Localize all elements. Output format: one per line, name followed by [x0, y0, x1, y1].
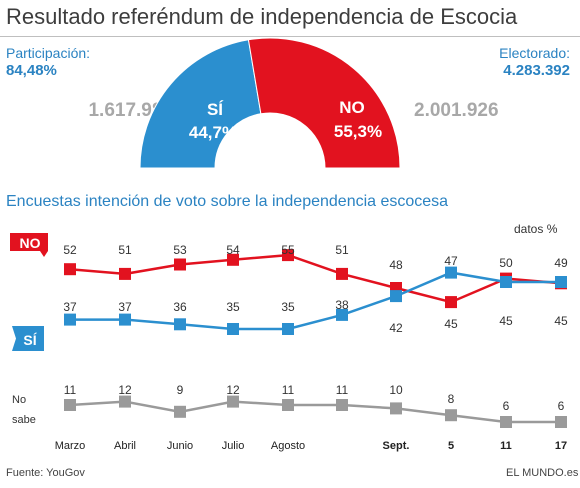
electorate-value: 4.283.392: [503, 62, 570, 79]
data-label-si: 38: [335, 298, 349, 312]
data-point-no-sabe: [174, 405, 186, 418]
data-label-si: 35: [226, 300, 240, 314]
data-point-si: [445, 266, 457, 279]
data-point-no-sabe: [64, 399, 76, 411]
x-tick-label: Marzo: [55, 440, 86, 452]
x-tick-label: Abril: [114, 440, 136, 452]
data-point-si: [500, 276, 512, 288]
data-label-si: 42: [389, 321, 403, 335]
data-point-no: [174, 258, 186, 271]
data-label-no: 53: [173, 243, 187, 257]
page-title: Resultado referéndum de independencia de…: [6, 4, 518, 29]
data-point-si: [227, 323, 239, 335]
data-label-no-sabe: 11: [336, 383, 349, 397]
data-label-no: 51: [335, 243, 349, 257]
data-label-no: 49: [554, 256, 568, 270]
units-label: datos %: [514, 222, 558, 236]
data-point-no-sabe: [500, 416, 512, 428]
data-label-no-sabe: 11: [282, 383, 295, 397]
electorate-label: Electorado:: [499, 45, 570, 61]
data-point-no-sabe: [227, 395, 239, 408]
data-point-si: [282, 323, 294, 335]
data-label-si: 36: [173, 300, 187, 314]
source-note: Fuente: YouGov: [6, 467, 85, 479]
brand-label: EL MUNDO.es: [506, 467, 579, 479]
no-series-label: NO: [20, 235, 41, 251]
data-label-no: 50: [499, 256, 513, 270]
x-tick-label: Sept.: [383, 440, 410, 452]
data-point-no-sabe: [119, 395, 131, 408]
x-tick-label: Agosto: [271, 440, 305, 452]
data-point-no: [282, 249, 294, 262]
no-arc: [247, 37, 401, 169]
data-label-si: 47: [444, 254, 458, 268]
data-label-no: 51: [118, 243, 132, 257]
series-line-si: [70, 271, 561, 331]
referendum-hemicycle: SÍ 44,7% NO 55,3%: [139, 37, 401, 169]
data-label-no: 54: [226, 243, 240, 257]
data-point-no: [227, 253, 239, 266]
data-point-no-sabe: [445, 409, 457, 422]
no-series-tag: NO: [10, 233, 48, 257]
data-point-no-sabe: [390, 402, 402, 415]
yes-series-label: SÍ: [23, 332, 37, 348]
participation-value: 84,48%: [6, 62, 57, 79]
no-percent: 55,3%: [334, 122, 382, 141]
data-label-si: 35: [281, 300, 295, 314]
data-label-no-sabe: 6: [558, 399, 565, 413]
yes-arc: [139, 39, 262, 169]
x-tick-label: 17: [555, 440, 567, 452]
data-label-si: 45: [499, 314, 513, 328]
data-point-no: [64, 263, 76, 276]
data-label-no-sabe: 9: [177, 383, 184, 397]
data-point-si: [119, 313, 131, 326]
data-point-no-sabe: [336, 399, 348, 411]
data-point-no: [119, 267, 131, 280]
yes-label: SÍ: [207, 100, 224, 119]
no-votes: 2.001.926: [414, 100, 499, 121]
data-point-si: [64, 313, 76, 326]
series-line-no: [69, 253, 562, 304]
data-point-no: [445, 296, 457, 309]
data-point-no: [336, 267, 348, 280]
yes-percent: 44,7%: [189, 123, 237, 142]
poll-line-chart: NO SÍ No sabe 52 51 53 54 55 51 48 45 50 49 37 37 36…: [10, 233, 568, 452]
data-point-no-sabe: [555, 416, 567, 428]
title-divider: [0, 36, 580, 37]
no-label: NO: [339, 98, 365, 117]
data-label-no-sabe: 10: [389, 383, 403, 397]
x-tick-label: Julio: [222, 440, 245, 452]
data-point-si: [336, 308, 348, 321]
data-label-si: 37: [63, 300, 77, 314]
no-sabe-label-line1: No: [12, 394, 26, 406]
data-point-no-sabe: [282, 399, 294, 411]
data-point-si: [174, 318, 186, 331]
data-label-no-sabe: 12: [226, 383, 240, 397]
data-label-no: 55: [281, 243, 295, 257]
polls-title: Encuestas intención de voto sobre la ind…: [6, 193, 449, 210]
no-sabe-label-line2: sabe: [12, 414, 36, 426]
x-tick-label: Junio: [167, 440, 193, 452]
data-label-no-sabe: 6: [503, 399, 510, 413]
data-label-no: 52: [63, 243, 77, 257]
data-label-si: 45: [554, 314, 568, 328]
data-label-no-sabe: 12: [118, 383, 132, 397]
yes-series-tag: SÍ: [12, 326, 44, 351]
data-label-si: 37: [118, 300, 132, 314]
data-label-no-sabe: 8: [448, 392, 455, 406]
x-tick-label: 11: [500, 440, 512, 452]
series-line-no-sabe: [69, 400, 561, 424]
data-label-no-sabe: 11: [64, 383, 77, 397]
data-point-si: [555, 276, 567, 288]
data-label-no: 48: [389, 258, 403, 272]
x-tick-label: 5: [448, 440, 454, 452]
data-point-si: [390, 290, 402, 303]
participation-label: Participación:: [6, 45, 91, 61]
data-label-no: 45: [444, 317, 458, 331]
